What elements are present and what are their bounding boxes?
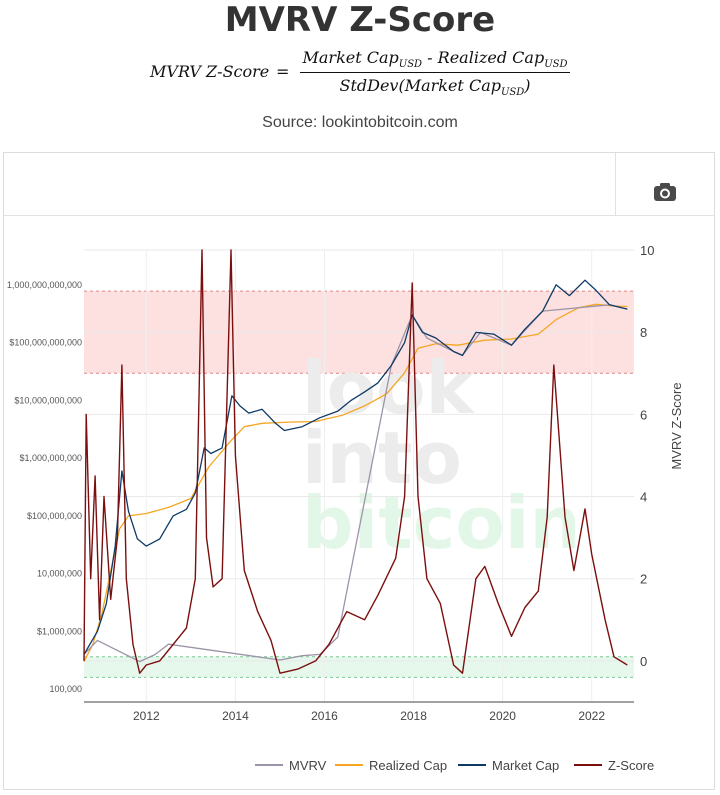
formula-fraction-bar — [300, 72, 570, 73]
legend-item-market-cap[interactable]: Market Cap — [458, 758, 559, 773]
formula-lhs: MVRV Z-Score — [150, 62, 270, 81]
legend-item-z-score[interactable]: Z-Score — [574, 758, 654, 773]
legend-label: Z-Score — [608, 758, 654, 773]
camera-icon[interactable] — [652, 180, 678, 204]
series-market-cap — [83, 279, 628, 655]
x-tick-label: 2016 — [311, 709, 338, 723]
x-tick-label: 2020 — [489, 709, 516, 723]
y-right-tick-label: 6 — [640, 407, 647, 422]
y-left-tick-label: 1,000,000,000,000 — [7, 280, 82, 290]
legend-label: Realized Cap — [369, 758, 447, 773]
y-left-tick-label: $100,000,000,000 — [9, 338, 82, 348]
chart-frame — [3, 152, 715, 790]
y-right-axis-title: MVRV Z-Score — [669, 382, 684, 469]
watermark-into: into — [302, 416, 462, 500]
watermark: look into bitcoin — [302, 346, 581, 565]
legend-item-realized-cap[interactable]: Realized Cap — [335, 758, 447, 773]
toolbar-divider-vertical — [615, 153, 616, 215]
y-right-tick-label: 2 — [640, 572, 647, 587]
y-right-tick-label: 4 — [640, 490, 647, 505]
formula-numerator: Market CapUSD - Realized CapUSD — [302, 48, 568, 71]
y-left-tick-label: $100,000,000 — [27, 511, 82, 521]
x-tick-label: 2014 — [222, 709, 249, 723]
y-right-tick-label: 0 — [640, 654, 647, 669]
watermark-look: look — [302, 346, 476, 430]
page-title: MVRV Z-Score — [224, 0, 496, 40]
y-left-tick-label: $1,000,000,000 — [19, 453, 82, 463]
x-tick-label: 2022 — [578, 709, 605, 723]
toolbar-divider — [4, 215, 714, 216]
formula-equals: = — [276, 62, 290, 81]
y-left-tick-label: $1,000,000 — [37, 626, 82, 636]
legend: MVRV Realized Cap Market Cap Z-Score — [255, 758, 654, 773]
formula: MVRV Z-Score = Market CapUSD - Realized … — [0, 48, 720, 100]
formula-denominator: StdDev(Market CapUSD) — [339, 76, 531, 99]
legend-label: MVRV — [289, 758, 327, 773]
green-band — [84, 656, 634, 678]
y-right-tick-label: 8 — [640, 325, 647, 340]
x-tick-label: 2012 — [133, 709, 160, 723]
x-tick-label: 2018 — [400, 709, 427, 723]
y-left-tick-label: 100,000 — [49, 684, 82, 694]
legend-label: Market Cap — [492, 758, 559, 773]
series-z-score — [83, 249, 628, 674]
legend-item-mvrv[interactable]: MVRV — [255, 758, 327, 773]
source-text: Source: lookintobitcoin.com — [262, 114, 458, 131]
series-realized-cap — [83, 303, 628, 662]
watermark-bitcoin: bitcoin — [302, 481, 581, 565]
y-left-tick-label: $10,000,000,000 — [14, 395, 82, 405]
y-right-tick-label: 10 — [640, 243, 654, 258]
y-left-tick-label: 10,000,000 — [37, 569, 82, 579]
